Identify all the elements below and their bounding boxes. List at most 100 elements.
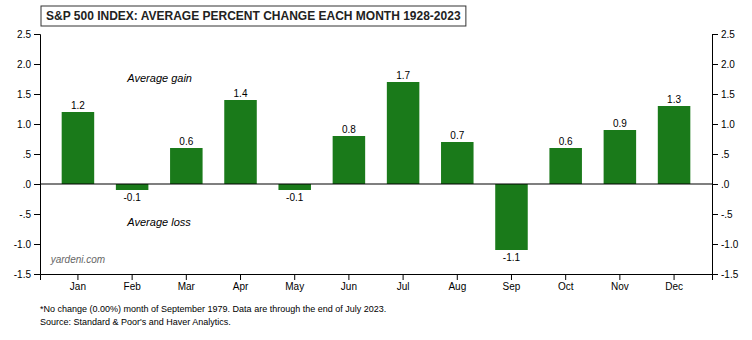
y2-tick-mark — [712, 34, 718, 35]
y2-tick-mark — [712, 124, 718, 125]
bar — [224, 100, 257, 184]
y2-tick-mark — [712, 214, 718, 215]
x-tick-label: Mar — [178, 281, 196, 292]
x-tick-mark — [403, 274, 404, 280]
y2-tick-label: .0 — [721, 179, 730, 190]
bar — [658, 106, 691, 184]
x-tick-label: Apr — [233, 281, 249, 292]
data-label: 0.6 — [559, 136, 573, 147]
x-tick-label: Oct — [558, 281, 574, 292]
data-label: 1.3 — [667, 94, 681, 105]
x-tick-label: Jul — [397, 281, 410, 292]
y2-tick: 2.0 — [712, 59, 735, 70]
x-tick: Sep — [503, 274, 521, 292]
y-tick-label: 1.0 — [17, 119, 31, 130]
annotation: Average gain — [126, 72, 192, 84]
x-tick-label: Sep — [503, 281, 521, 292]
data-label: 0.9 — [613, 118, 627, 129]
y-tick: .0 — [23, 179, 40, 190]
y-tick-label: 2.5 — [17, 29, 31, 40]
y2-tick: .0 — [712, 179, 730, 190]
x-tick-mark — [240, 274, 241, 280]
y2-tick: 1.5 — [712, 89, 735, 100]
bar — [441, 142, 474, 184]
y-tick-mark — [34, 154, 40, 155]
y2-axis: -1.5 -1.0 -.5 .0 .5 1.0 1.5 2.0 2.5 — [712, 29, 739, 280]
y-axis: -1.5 -1.0 -.5 .0 .5 1.0 1.5 2.0 2.5 — [14, 29, 41, 280]
title-box — [41, 6, 466, 26]
watermark: yardeni.com — [50, 254, 105, 265]
y2-tick: -1.0 — [712, 239, 739, 250]
y2-tick-mark — [712, 244, 718, 245]
x-tick: Aug — [448, 274, 466, 292]
y-tick-mark — [34, 214, 40, 215]
y-tick-label: -1.5 — [14, 269, 32, 280]
title-group: S&P 500 INDEX: AVERAGE PERCENT CHANGE EA… — [41, 6, 466, 26]
x-tick: Dec — [665, 274, 683, 292]
x-tick-label: Feb — [124, 281, 142, 292]
bar — [604, 130, 637, 184]
x-tick-mark — [457, 274, 458, 280]
x-tick-mark — [619, 274, 620, 280]
y2-tick: 2.5 — [712, 29, 735, 40]
x-tick-label: Aug — [448, 281, 466, 292]
y-tick-label: 1.5 — [17, 89, 31, 100]
y-tick-mark — [34, 64, 40, 65]
x-tick-mark — [186, 274, 187, 280]
footnote: *No change (0.00%) month of September 19… — [40, 304, 386, 314]
y-tick-label: -1.0 — [14, 239, 32, 250]
y2-tick-label: .5 — [721, 149, 730, 160]
bar — [387, 82, 420, 184]
y-tick: -1.5 — [14, 269, 40, 280]
y-tick-label: .5 — [23, 149, 32, 160]
x-tick-mark — [132, 274, 133, 280]
data-label: -0.1 — [286, 192, 304, 203]
y2-tick-label: -1.5 — [721, 269, 739, 280]
footnote: Source: Standard & Poor's and Haver Anal… — [40, 317, 231, 327]
x-tick: May — [285, 274, 304, 292]
y-tick-mark — [34, 274, 40, 275]
y-tick-mark — [34, 184, 40, 185]
data-labels: 1.2-0.10.61.4-0.10.81.70.7-1.10.60.91.3 — [71, 70, 681, 263]
bar — [62, 112, 95, 184]
data-label: 0.6 — [179, 136, 193, 147]
y-tick-mark — [34, 34, 40, 35]
y2-tick-label: 2.5 — [721, 29, 735, 40]
zero-line — [40, 183, 712, 184]
x-tick-mark — [77, 274, 78, 280]
plot: -1.5 -1.0 -.5 .0 .5 1.0 1.5 2.0 2.5 -1.5 -1.0 -.5 .0… — [14, 29, 739, 292]
x-tick-label: Nov — [611, 281, 629, 292]
data-label: 1.7 — [396, 70, 410, 81]
y2-tick-label: -1.0 — [721, 239, 739, 250]
y-tick-mark — [34, 94, 40, 95]
x-tick: Jul — [397, 274, 410, 292]
data-label: 1.4 — [234, 88, 248, 99]
x-tick: Jan — [70, 274, 86, 292]
data-label: 1.2 — [71, 100, 85, 111]
y2-tick-label: 1.0 — [721, 119, 735, 130]
y-tick-label: .0 — [23, 179, 32, 190]
x-tick-mark — [511, 274, 512, 280]
y2-tick-mark — [712, 154, 718, 155]
y2-axis-line — [713, 35, 719, 275]
y-tick: -.5 — [19, 209, 40, 220]
y2-tick: 1.0 — [712, 119, 735, 130]
data-label: -1.1 — [503, 252, 521, 263]
data-label: 0.8 — [342, 124, 356, 135]
y2-tick: .5 — [712, 149, 730, 160]
y2-tick-label: 1.5 — [721, 89, 735, 100]
x-tick: Jun — [341, 274, 357, 292]
bars — [62, 82, 691, 250]
y-tick: 1.5 — [17, 89, 40, 100]
y2-tick-mark — [712, 184, 718, 185]
chart: -1.5 -1.0 -.5 .0 .5 1.0 1.5 2.0 2.5 -1.5 -1.0 -.5 .0… — [0, 0, 752, 340]
x-tick: Apr — [233, 274, 249, 292]
y-tick: -1.0 — [14, 239, 40, 250]
bar — [333, 136, 366, 184]
x-axis: Jan Feb Mar Apr May Jun Jul Aug Sep Oct Nov Dec — [41, 274, 713, 292]
y-tick: 2.0 — [17, 59, 40, 70]
bar — [495, 184, 528, 250]
y2-tick-label: -.5 — [721, 209, 733, 220]
x-axis-line — [41, 275, 713, 281]
y2-tick: -1.5 — [712, 269, 739, 280]
